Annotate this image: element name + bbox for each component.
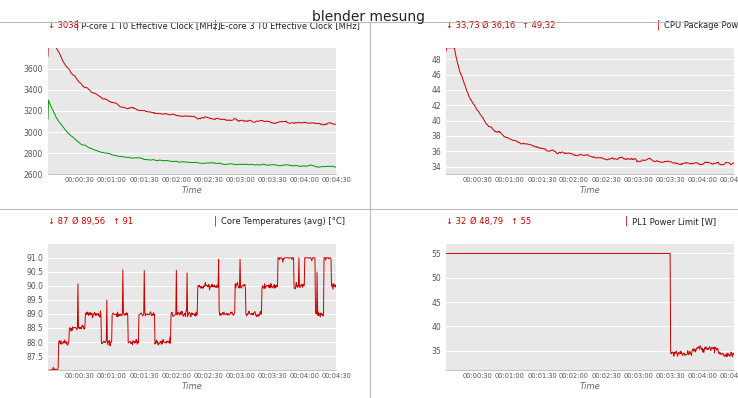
Text: |: | bbox=[75, 20, 79, 30]
Text: CPU Package Power [W]: CPU Package Power [W] bbox=[663, 21, 738, 30]
Text: E-core 3 T0 Effective Clock [MHz]: E-core 3 T0 Effective Clock [MHz] bbox=[220, 21, 359, 30]
Text: |: | bbox=[625, 216, 628, 226]
Text: |: | bbox=[656, 20, 660, 30]
Text: blender mesung: blender mesung bbox=[312, 10, 426, 24]
Text: ↓ 33,73: ↓ 33,73 bbox=[446, 21, 480, 30]
Text: Ø 89,56: Ø 89,56 bbox=[72, 217, 106, 226]
Text: Ø 36,16: Ø 36,16 bbox=[482, 21, 515, 30]
Text: ↓ 32: ↓ 32 bbox=[446, 217, 466, 226]
Text: Core Temperatures (avg) [°C]: Core Temperatures (avg) [°C] bbox=[221, 217, 345, 226]
Text: |: | bbox=[214, 216, 217, 226]
X-axis label: Time: Time bbox=[182, 186, 202, 195]
X-axis label: Time: Time bbox=[580, 382, 601, 391]
Text: ↑ 91: ↑ 91 bbox=[113, 217, 133, 226]
Text: ↓ 87: ↓ 87 bbox=[48, 217, 69, 226]
Text: P-core 1 T0 Effective Clock [MHz]: P-core 1 T0 Effective Clock [MHz] bbox=[81, 21, 221, 30]
X-axis label: Time: Time bbox=[182, 382, 202, 391]
Text: ↑ 49,32: ↑ 49,32 bbox=[523, 21, 556, 30]
Text: Ø 48,79: Ø 48,79 bbox=[470, 217, 503, 226]
X-axis label: Time: Time bbox=[580, 186, 601, 195]
Text: ↓ 3038: ↓ 3038 bbox=[48, 21, 79, 30]
Text: PL1 Power Limit [W]: PL1 Power Limit [W] bbox=[632, 217, 716, 226]
Text: |: | bbox=[214, 20, 217, 30]
Text: ↑ 55: ↑ 55 bbox=[511, 217, 531, 226]
